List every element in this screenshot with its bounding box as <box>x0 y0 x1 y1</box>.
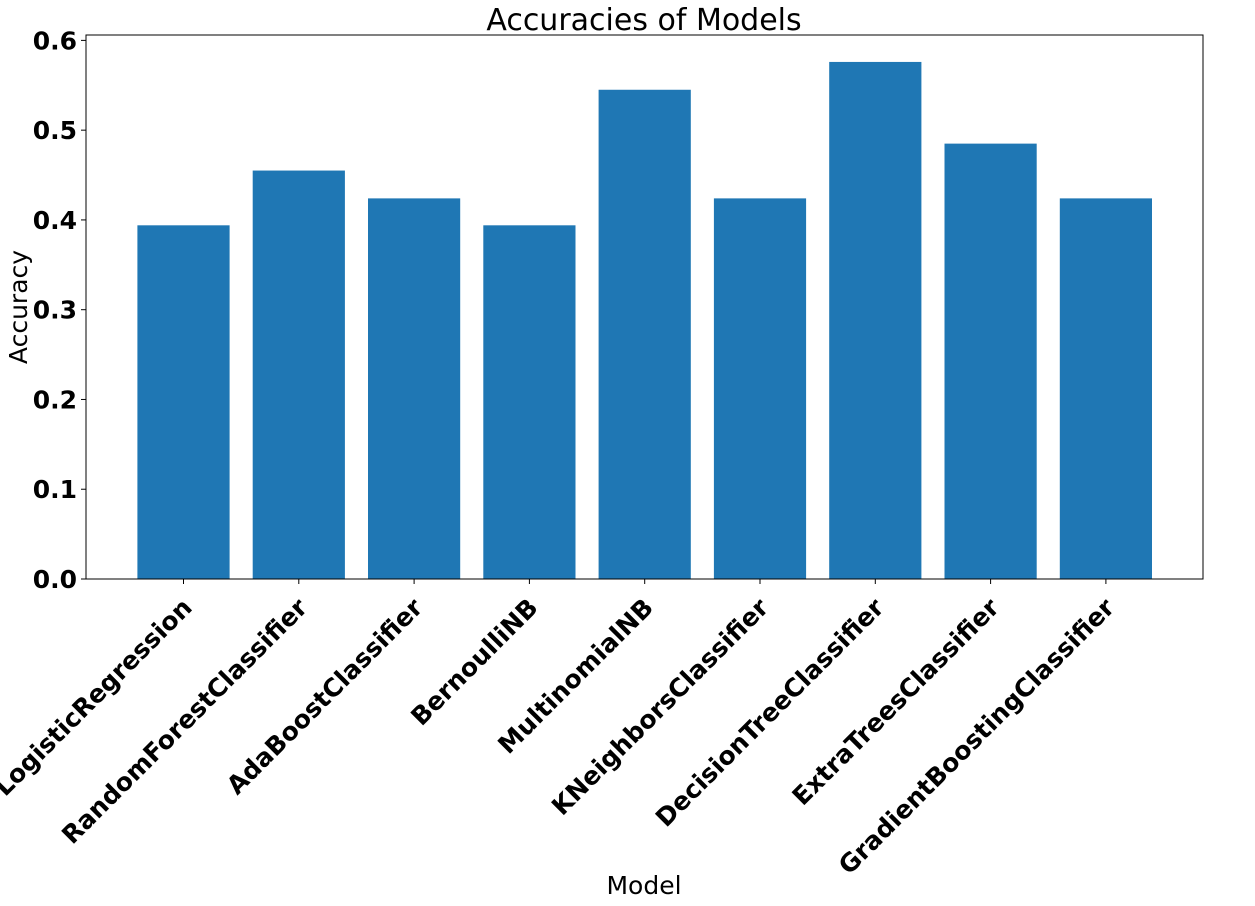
chart-title: Accuracies of Models <box>486 3 801 38</box>
y-tick-label: 0.1 <box>33 475 77 504</box>
bar-DecisionTreeClassifier <box>829 61 922 580</box>
y-tick-label: 0.5 <box>33 116 77 145</box>
x-tick-label: ExtraTreesClassifier <box>787 592 1006 811</box>
bar-RandomForestClassifier <box>252 170 345 580</box>
y-tick-label: 0.4 <box>33 206 77 235</box>
y-tick-label: 0.0 <box>33 565 77 594</box>
bar-KNeighborsClassifier <box>713 198 807 580</box>
bar-MultinomialNB <box>598 89 691 579</box>
y-tick-label: 0.3 <box>33 296 77 325</box>
bar-LogisticRegression <box>137 225 230 579</box>
bar-BernoulliNB <box>483 225 576 579</box>
bar-AdaBoostClassifier <box>368 198 461 580</box>
x-tick-label: DecisionTreeClassifier <box>650 592 890 832</box>
bar-ExtraTreesClassifier <box>944 143 1037 579</box>
x-axis: LogisticRegressionRandomForestClassifier… <box>0 579 1121 880</box>
x-tick-label: KNeighborsClassifier <box>546 592 775 821</box>
x-axis-label: Model <box>606 871 681 900</box>
y-axis: 0.0 0.1 0.2 0.3 0.4 0.5 0.6 <box>33 26 86 594</box>
x-tick-label: RandomForestClassifier <box>56 592 313 849</box>
y-axis-label: Accuracy <box>4 250 33 364</box>
x-tick-label: LogisticRegression <box>0 593 198 802</box>
y-tick-label: 0.2 <box>33 385 77 414</box>
y-tick-label: 0.6 <box>33 26 77 55</box>
bars-group <box>137 61 1152 580</box>
x-tick-label: AdaBoostClassifier <box>221 592 429 800</box>
bar-GradientBoostingClassifier <box>1059 198 1152 580</box>
